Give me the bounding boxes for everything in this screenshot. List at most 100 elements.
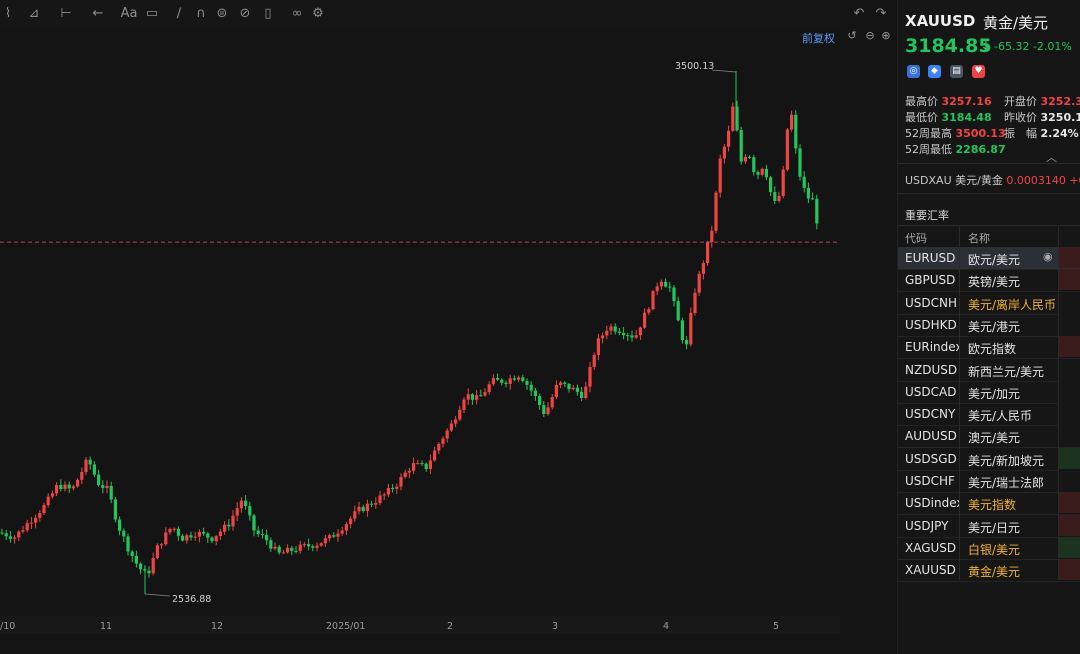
candle-body xyxy=(223,524,227,532)
candle-body xyxy=(512,378,516,380)
link-icon[interactable]: ∞ xyxy=(291,6,303,21)
candle-body xyxy=(252,515,256,531)
candle-body xyxy=(731,106,735,131)
rate-code: USDCNY xyxy=(905,407,956,422)
candle-body xyxy=(88,459,92,465)
undo-icon[interactable]: ↶ xyxy=(853,6,865,21)
candle-body xyxy=(504,382,508,384)
candle-body xyxy=(777,195,781,201)
rate-row[interactable]: USDSGD 美元/新加坡元 xyxy=(898,447,1080,471)
candle-body xyxy=(202,531,206,534)
divider xyxy=(898,193,1080,194)
quote-symbol: XAUUSD xyxy=(905,12,976,30)
candle-body xyxy=(29,522,33,524)
rate-row[interactable]: GBPUSD 英镑/美元 xyxy=(898,269,1080,293)
candle-body xyxy=(13,537,17,539)
candle-body xyxy=(361,506,365,511)
note-icon[interactable]: ▤ xyxy=(950,65,963,78)
candle-body xyxy=(378,495,382,503)
candle-body xyxy=(433,450,437,461)
rate-row[interactable]: USDCNY 美元/人民币 xyxy=(898,403,1080,427)
rate-row[interactable]: XAGUSD 白银/美元 xyxy=(898,536,1080,560)
reset-icon[interactable]: ↺ xyxy=(847,29,857,42)
rate-row[interactable]: XAUUSD 黄金/美元 xyxy=(898,559,1080,583)
candle-body xyxy=(407,470,411,473)
rate-row[interactable]: NZDUSD 新西兰元/美元 xyxy=(898,358,1080,382)
rate-row[interactable]: USDCAD 美元/加元 xyxy=(898,380,1080,404)
candle-body xyxy=(756,172,760,175)
candle-body xyxy=(798,148,802,177)
rate-row[interactable]: EURindex 欧元指数 xyxy=(898,336,1080,360)
high-annotation: 3500.13 xyxy=(675,61,714,72)
eye-icon[interactable]: ◉ xyxy=(1043,250,1053,263)
rate-row[interactable]: EURUSD 欧元/美元 ◉ xyxy=(898,247,1080,270)
col-code-header[interactable]: 代码 xyxy=(905,232,927,245)
candle-body xyxy=(680,320,684,341)
rate-change-cell xyxy=(1059,514,1080,536)
candle-body xyxy=(689,312,693,345)
cycle-icon[interactable]: ⊜ xyxy=(216,6,228,21)
candle-body xyxy=(546,407,550,414)
rate-name: 欧元/美元 xyxy=(968,253,1021,267)
candle-body xyxy=(630,335,634,338)
rate-row[interactable]: USDindex 美元指数 xyxy=(898,492,1080,516)
candle-body xyxy=(592,354,596,367)
candle-body xyxy=(298,544,302,551)
candle-body xyxy=(441,438,445,444)
x-tick-label: 11 xyxy=(100,621,112,632)
candle-body xyxy=(357,506,361,512)
rate-row[interactable]: AUDUSD 澳元/美元 xyxy=(898,425,1080,449)
globe-icon[interactable]: ◎ xyxy=(907,65,920,78)
candle-body xyxy=(496,378,500,380)
candle-body xyxy=(613,326,617,332)
candle-body xyxy=(580,391,584,399)
rate-row[interactable]: USDCHF 美元/瑞士法郎 xyxy=(898,470,1080,493)
candle-body xyxy=(147,570,151,574)
collapse-icon[interactable]: ︿ xyxy=(1046,151,1057,164)
rate-row[interactable]: USDCNH 美元/离岸人民币 xyxy=(898,291,1080,315)
zoom-out-icon[interactable]: ⊖ xyxy=(865,29,875,42)
rate-row[interactable]: USDHKD 美元/港元 xyxy=(898,313,1080,337)
rate-code: XAUUSD xyxy=(905,563,956,578)
candle-body xyxy=(172,528,176,530)
magnet-icon[interactable]: ∩ xyxy=(196,6,206,21)
candle-body xyxy=(399,476,403,487)
rate-code: GBPUSD xyxy=(905,273,956,288)
candle-body xyxy=(21,530,25,532)
rate-name: 白银/美元 xyxy=(968,542,1021,557)
candle-body xyxy=(651,291,655,310)
candle-body xyxy=(412,463,416,471)
rate-change-cell xyxy=(1059,247,1080,268)
candle-body xyxy=(382,494,386,496)
redo-icon[interactable]: ↷ xyxy=(875,6,887,21)
compare-icon[interactable]: ⊢ xyxy=(60,6,72,21)
draw-arrow-icon[interactable]: ← xyxy=(92,6,104,21)
rate-change-cell xyxy=(1059,358,1080,380)
text-icon[interactable]: Aa xyxy=(120,6,138,21)
heart-icon[interactable]: ♥ xyxy=(972,65,985,78)
adjust-mode-button[interactable]: 前复权 xyxy=(802,32,835,45)
high-label: 最高价 xyxy=(905,95,938,108)
candle-body xyxy=(685,340,689,345)
candlestick-chart[interactable]: 3514.853472.333429.813387.293344.773302.… xyxy=(0,28,840,634)
down-arrow-icon: ↓ xyxy=(980,38,992,54)
comment-icon[interactable]: ▭ xyxy=(145,6,159,21)
candle-body xyxy=(281,552,285,554)
candle-body xyxy=(168,528,172,533)
price-chart[interactable]: 3514.853472.333429.813387.293344.773302.… xyxy=(0,28,840,634)
eye-icon[interactable]: ⊘ xyxy=(239,6,251,21)
zoom-in-icon[interactable]: ⊕ xyxy=(881,29,891,42)
chart-type-icon[interactable]: ⌇ xyxy=(4,6,12,21)
rate-row[interactable]: USDJPY 美元/日元 xyxy=(898,514,1080,538)
indicator-icon[interactable]: ⊿ xyxy=(28,6,40,21)
trash-icon[interactable]: ▯ xyxy=(264,6,272,21)
tag-icon[interactable]: ◆ xyxy=(928,65,941,78)
candle-body xyxy=(134,555,138,564)
candle-body xyxy=(575,387,579,392)
candle-body xyxy=(80,471,84,480)
settings-icon[interactable]: ⚙ xyxy=(312,6,324,21)
col-name-header[interactable]: 名称 xyxy=(968,232,990,245)
pencil-icon[interactable]: ∕ xyxy=(176,6,182,21)
candle-body xyxy=(315,545,319,548)
candle-body xyxy=(416,463,420,465)
